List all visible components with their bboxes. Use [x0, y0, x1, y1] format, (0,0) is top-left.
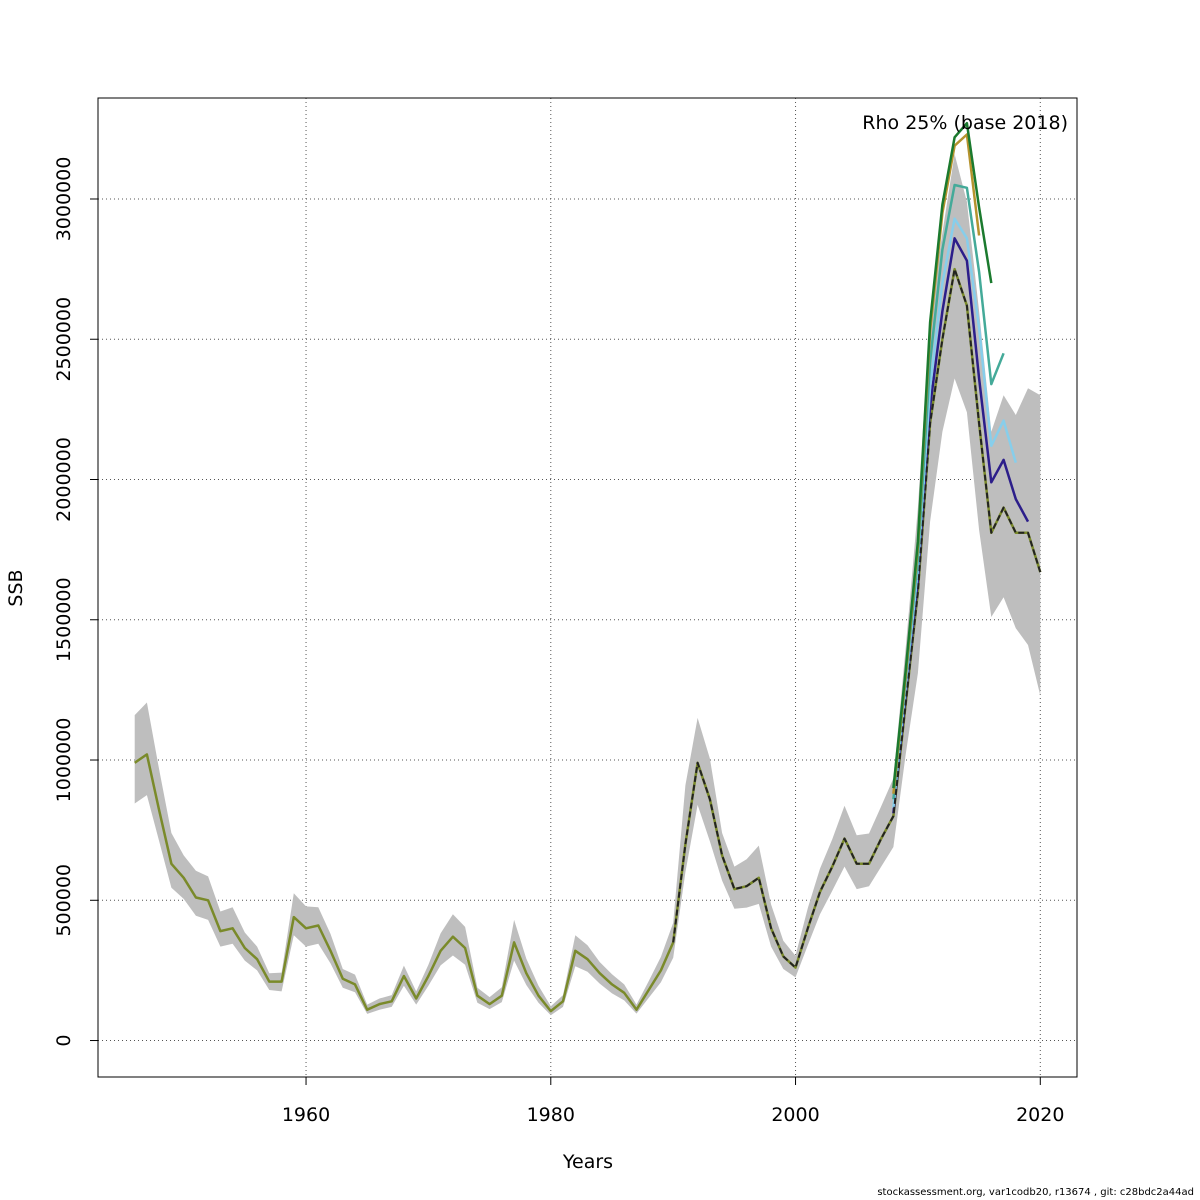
x-tick-label: 1960	[282, 1104, 330, 1126]
grid-lines	[98, 98, 1077, 1077]
base-estimate-dashed-line	[672, 268, 1042, 969]
x-tick-label: 2000	[771, 1104, 819, 1126]
retro-series-line-5	[892, 121, 993, 789]
x-axis-title: Years	[562, 1151, 613, 1173]
y-tick-label: 3000000	[53, 157, 75, 242]
series-lines	[133, 121, 1042, 1013]
x-tick-label: 1980	[527, 1104, 575, 1126]
y-tick-label: 0	[53, 1034, 75, 1046]
y-tick-label: 500000	[53, 864, 75, 937]
x-axis: 1960 1980 2000 2020	[282, 1077, 1064, 1126]
rho-annotation: Rho 25% (base 2018)	[862, 112, 1068, 134]
y-axis-title: SSB	[5, 569, 27, 606]
y-tick-label: 2500000	[53, 297, 75, 382]
footer-credit: stockassessment.org, var1codb20, r13674 …	[877, 1187, 1194, 1198]
y-tick-label: 1000000	[53, 718, 75, 803]
x-tick-label: 2020	[1016, 1104, 1064, 1126]
plot-frame	[97, 97, 1078, 1078]
base-series-line	[133, 267, 1042, 1013]
y-tick-label: 2000000	[53, 437, 75, 522]
y-axis: 0 500000 1000000 1500000 2000000 2500000 30000…	[53, 157, 98, 1047]
confidence-band	[134, 154, 1041, 1016]
y-tick-label: 1500000	[53, 577, 75, 662]
ci-band	[134, 154, 1041, 1016]
